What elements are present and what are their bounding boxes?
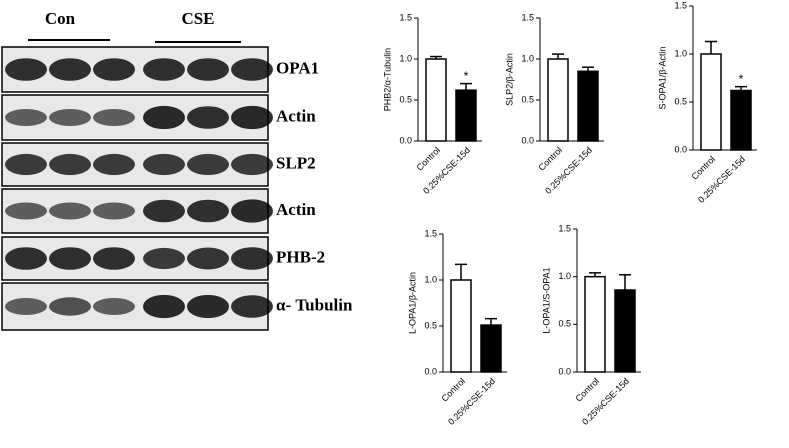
bar <box>480 324 502 373</box>
blot-band <box>187 106 229 129</box>
blot-band <box>231 105 273 130</box>
blot-band <box>143 105 185 130</box>
blot-label: OPA1 <box>276 58 319 77</box>
blot-band <box>49 109 91 126</box>
blot-label: PHB-2 <box>276 247 325 266</box>
x-tick-label: Control <box>574 376 602 404</box>
significance-mark: * <box>739 72 744 86</box>
blot-band <box>187 294 229 319</box>
y-tick-label: 0.0 <box>674 144 687 154</box>
bar <box>450 279 472 373</box>
bar <box>577 70 599 142</box>
y-tick-label: 0.5 <box>424 320 437 330</box>
blot-band <box>93 58 135 81</box>
blot-band <box>187 247 229 270</box>
blot-band <box>93 109 135 126</box>
y-axis-label: S-OPA1/β-Actin <box>657 46 667 109</box>
y-tick-label: 1.5 <box>399 12 412 22</box>
blot-band <box>93 247 135 270</box>
y-tick-label: 1.0 <box>399 53 412 63</box>
blot-band <box>143 294 185 319</box>
bar <box>547 58 569 142</box>
blot-band <box>49 58 91 81</box>
blot-band <box>93 153 135 176</box>
blot-band <box>5 202 47 220</box>
blot-band <box>93 298 135 315</box>
bar <box>730 89 752 151</box>
blot-band <box>231 199 273 223</box>
blot-label: α- Tubulin <box>276 295 353 314</box>
y-tick-label: 0.0 <box>399 135 412 145</box>
group-label: Con <box>45 9 76 28</box>
y-tick-label: 1.5 <box>674 0 687 10</box>
blot-band <box>5 298 47 315</box>
blot-label: SLP2 <box>276 153 316 172</box>
y-tick-label: 0.0 <box>558 366 571 376</box>
significance-mark: * <box>464 69 469 83</box>
group-label: CSE <box>181 9 214 28</box>
y-tick-label: 0.0 <box>424 366 437 376</box>
blot-band <box>231 295 273 318</box>
y-tick-label: 1.0 <box>674 48 687 58</box>
blot-band <box>5 58 47 81</box>
y-axis-label: L-OPA1/β-Actin <box>407 272 417 334</box>
bar <box>700 53 722 151</box>
y-tick-label: 1.0 <box>558 271 571 281</box>
blot-band <box>5 153 47 176</box>
blot-band <box>143 58 185 81</box>
y-tick-label: 1.5 <box>424 228 437 238</box>
blot-band <box>231 153 273 176</box>
x-tick-label: Control <box>690 154 718 182</box>
x-tick-label: Control <box>415 145 443 173</box>
blot-band <box>49 247 91 270</box>
y-tick-label: 0.5 <box>674 96 687 106</box>
blot-band <box>143 153 185 176</box>
blot-band <box>49 202 91 220</box>
blot-band <box>231 58 273 81</box>
bar <box>614 289 636 373</box>
bar <box>584 275 606 373</box>
blot-band <box>49 297 91 316</box>
y-axis-label: PHB2/α-Tubulin <box>382 48 392 111</box>
blot-band <box>187 199 229 223</box>
y-tick-label: 1.5 <box>558 223 571 233</box>
blot-label: Actin <box>276 200 316 219</box>
x-tick-label: Control <box>537 145 565 173</box>
y-tick-label: 0.5 <box>399 94 412 104</box>
blot-band <box>187 153 229 176</box>
bar <box>425 58 447 142</box>
blot-band <box>93 202 135 220</box>
y-axis-label: L-OPA1/S-OPA1 <box>541 267 551 333</box>
blot-label: Actin <box>276 106 316 125</box>
blot-band <box>143 199 185 223</box>
blot-band <box>5 109 47 126</box>
blot-band <box>49 153 91 176</box>
blot-band <box>187 58 229 81</box>
y-tick-label: 0.0 <box>521 135 534 145</box>
y-tick-label: 1.0 <box>424 274 437 284</box>
y-tick-label: 0.5 <box>521 94 534 104</box>
y-tick-label: 1.0 <box>521 53 534 63</box>
y-tick-label: 0.5 <box>558 319 571 329</box>
blot-band <box>143 247 185 270</box>
blot-band <box>231 247 273 270</box>
y-tick-label: 1.5 <box>521 12 534 22</box>
y-axis-label: SLP2/β-Actin <box>504 53 514 106</box>
x-tick-label: Control <box>440 376 468 404</box>
bar <box>455 89 477 142</box>
blot-band <box>5 247 47 270</box>
